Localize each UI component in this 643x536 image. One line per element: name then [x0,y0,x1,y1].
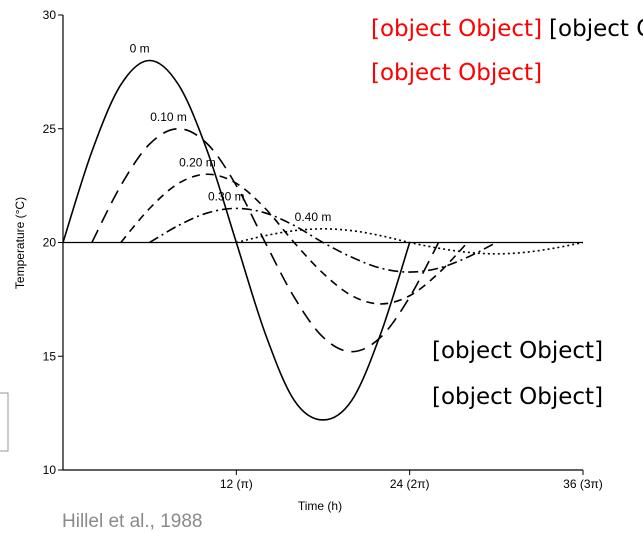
series-line [62,59,411,421]
series-label: 0.40 m [295,210,332,224]
y-tick-label: 20 [43,236,57,250]
series-line [91,127,440,353]
y-tick-label: 15 [43,349,57,363]
series-line [120,173,469,305]
annotation: [object Object] [371,60,542,86]
partial-box [0,392,9,452]
y-axis-label: Temperature (°C) [13,197,27,289]
y-tick-label: 10 [43,463,57,477]
source: Hillel et al., 1988 [62,511,202,532]
annotation: [object Object] [371,16,542,42]
annotation: [object Object] [432,384,603,410]
x-tick-label: 24 (2π) [390,477,430,491]
y-tick-label: 30 [43,8,57,22]
series-label: 0.10 m [150,110,187,124]
series-label: 0.20 m [179,155,216,169]
y-tick-label: 25 [43,122,57,136]
series-label: 0 m [130,42,150,56]
series-line [149,207,497,273]
series-label: 0.30 m [208,189,245,203]
x-axis-label: Time (h) [298,499,342,513]
annotation: [object Object] [432,338,603,364]
x-tick-label: 12 (π) [220,477,253,491]
x-tick-label: 36 (3π) [563,477,603,491]
annotation: [object Object] [549,16,643,42]
series-line [236,228,584,255]
